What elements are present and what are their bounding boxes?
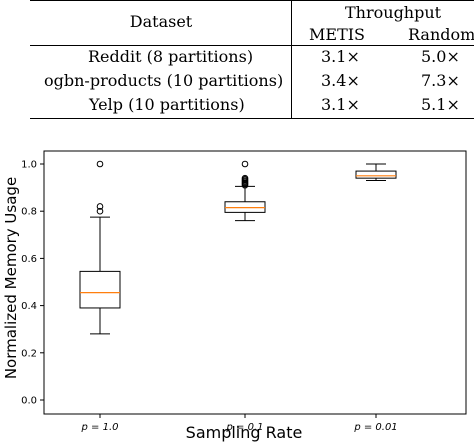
y-tick-label: 1.0: [21, 160, 37, 171]
table-header-dataset: Dataset: [129, 12, 193, 31]
table-header-metis: METIS: [309, 25, 366, 44]
throughput-table: Dataset Throughput METIS Random Reddit (…: [0, 0, 474, 120]
plot-frame: [43, 150, 467, 415]
table-row-random: 5.1×: [421, 95, 460, 114]
table-header-throughput: Throughput: [345, 3, 442, 22]
box: [79, 270, 121, 309]
table-bottom-rule: [30, 118, 474, 119]
outlier-point: [96, 203, 104, 210]
outlier-point: [96, 207, 104, 215]
y-tick-label: 0.6: [21, 254, 37, 265]
outlier-point: [241, 174, 249, 182]
outlier-point: [241, 160, 249, 168]
y-tick-label: 0.2: [21, 348, 37, 359]
table-column-divider: [291, 0, 292, 118]
y-tick-label: 0.0: [21, 396, 37, 407]
x-axis: p = 1.0 p = 0.1 p = 0.01: [81, 414, 398, 433]
box-plot-chart: 0.0 0.2 0.4 0.6 0.8 1.0 p = 1.0 p = 0.1 p = 0.0…: [2, 150, 467, 442]
table-row-dataset: Yelp (10 partitions): [89, 95, 245, 114]
table-row-random: 5.0×: [421, 47, 460, 66]
box: [355, 170, 397, 179]
table-header-random: Random: [408, 25, 474, 44]
x-tick-label: p = 0.01: [353, 422, 397, 433]
table-row-metis: 3.1×: [321, 95, 360, 114]
table-row-metis: 3.4×: [321, 71, 360, 90]
x-tick-label: p = 0.1: [226, 422, 264, 433]
table-row-dataset: Reddit (8 partitions): [88, 47, 254, 66]
table-row-random: 7.3×: [421, 71, 460, 90]
y-axis-label: Normalized Memory Usage: [2, 177, 20, 379]
x-tick-label: p = 1.0: [81, 422, 119, 433]
box-series: [79, 160, 397, 335]
table-top-rule: [30, 0, 474, 1]
outlier-point: [96, 160, 104, 168]
y-axis: 0.0 0.2 0.4 0.6 0.8 1.0: [21, 160, 44, 407]
table-row-dataset: ogbn-products (10 partitions): [44, 71, 284, 90]
table-header-rule: [30, 45, 474, 46]
table-row-metis: 3.1×: [321, 47, 360, 66]
x-axis-label: Sampling Rate: [186, 423, 303, 442]
y-tick-label: 0.4: [21, 301, 37, 312]
y-tick-label: 0.8: [21, 207, 37, 218]
